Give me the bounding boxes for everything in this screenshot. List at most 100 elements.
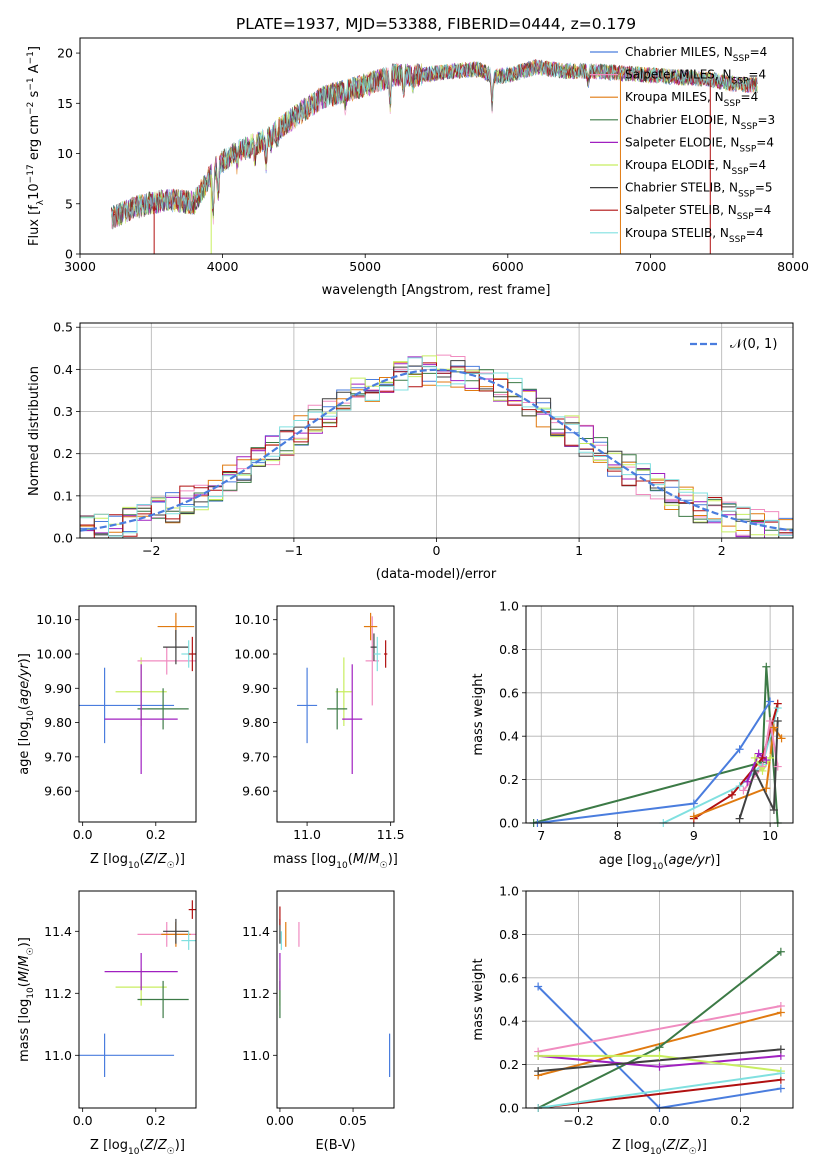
x-tick-label: 0.2	[730, 1113, 750, 1128]
weight-line	[537, 1078, 782, 1108]
y-tick-label: 0.1	[53, 488, 73, 503]
weight-marker	[534, 1051, 543, 1060]
weight-marker	[727, 790, 736, 799]
y-tick-label: 9.80	[242, 715, 270, 730]
label-part: M	[17, 971, 32, 982]
weight-marker	[689, 799, 698, 808]
label-part: =4	[746, 226, 764, 240]
y-tick-label: 9.80	[44, 715, 72, 730]
label-part: )]	[710, 853, 720, 868]
label-part: ☉	[689, 1147, 697, 1157]
y-tick-label: 0	[65, 247, 73, 262]
x-tick-label: 0.0	[650, 1113, 670, 1128]
axes-frame	[276, 605, 395, 823]
label-part: M	[353, 852, 364, 867]
label-part: =4	[748, 158, 766, 172]
weight-marker	[773, 762, 782, 771]
weight-marker	[735, 814, 744, 823]
label-part: Kroupa MILES, N	[625, 90, 724, 104]
weight-marker	[769, 805, 778, 814]
label-part: 10	[336, 861, 348, 871]
y-tick-label: 0.8	[499, 927, 519, 942]
weight-line	[533, 666, 779, 823]
y-tick-label: 10.00	[234, 647, 270, 662]
plot-area	[297, 612, 388, 774]
label-part: Z	[666, 1138, 677, 1153]
histogram-steps	[80, 357, 793, 537]
label-part: =4	[741, 90, 759, 104]
y-tick-label: 0.0	[499, 1101, 519, 1116]
weight-marker	[762, 784, 771, 793]
y-axis-label: mass weight	[471, 673, 486, 755]
label-part: 10	[650, 1147, 662, 1157]
legend-label: Salpeter STELIB, NSSP=4	[625, 203, 771, 222]
x-tick-label: 8000	[777, 259, 809, 274]
y-tick-label: 0.0	[53, 531, 73, 546]
y-tick-label: 10.00	[36, 647, 72, 662]
y-tick-label: 1.0	[499, 599, 519, 614]
weight-marker	[743, 777, 752, 786]
weight-marker	[776, 1084, 785, 1093]
x-tick-label: 2	[718, 543, 726, 558]
y-tick-label: 0.4	[499, 729, 519, 744]
label-part: 10	[27, 183, 42, 200]
label-part: )]	[17, 653, 32, 663]
x-tick-label: 1	[575, 543, 583, 558]
weight-marker	[534, 982, 543, 991]
panel-z_mass: 0.0 0.211.011.211.4Z [log10(Z/Z☉)]mass [l…	[17, 890, 197, 1157]
label-part: =4	[748, 68, 766, 82]
axes-frame	[78, 890, 197, 1109]
y-axis-label: mass [log10(M/M☉)]	[17, 937, 36, 1062]
weight-marker	[735, 745, 744, 754]
label-part: /	[675, 1138, 680, 1153]
weight-marker	[750, 766, 759, 775]
label-part: (	[663, 853, 668, 868]
x-axis-label: Z [log10(Z/Z☉)]	[90, 852, 185, 871]
label-part: −17	[26, 164, 36, 183]
weight-line	[537, 1072, 782, 1108]
y-tick-label: 0.4	[53, 362, 73, 377]
x-tick-label: 3000	[64, 259, 96, 274]
label-part: ☉	[167, 861, 175, 871]
axes-frame	[79, 37, 794, 255]
label-part: Z [log	[90, 1138, 128, 1153]
weight-marker	[739, 786, 748, 795]
panel-mass_age: 11.0 11.5 9.60 9.70 9.80 9.90 10.00 10.10 mass […	[234, 605, 405, 871]
weight-line	[693, 703, 779, 820]
weight-marker	[773, 699, 782, 708]
y-tick-label: 9.90	[242, 681, 270, 696]
label-part: age [log	[17, 722, 32, 775]
weight-marker	[655, 1043, 664, 1052]
y-tick-label: 11.0	[44, 1048, 72, 1063]
label-part: age/yr	[17, 662, 32, 705]
weight-line	[537, 985, 782, 1108]
label-part: (	[348, 852, 353, 867]
label-part: )]	[17, 937, 32, 947]
x-tick-label: 5000	[349, 259, 381, 274]
chart-panels: 3000 4000 5000 6000 7000 800005101520waveleng…	[17, 37, 809, 1157]
label-part: SSP	[724, 99, 741, 109]
label-part: =4	[750, 45, 768, 59]
weight-marker	[769, 723, 778, 732]
label-part: −1	[26, 51, 36, 64]
label-part: /	[153, 1138, 158, 1153]
label-part: 10	[128, 1147, 140, 1157]
label-part: )]	[388, 852, 398, 867]
weight-marker	[655, 1062, 664, 1071]
label-part: /	[17, 966, 32, 971]
label-part: )]	[697, 1138, 707, 1153]
panel-ebv_mass: 0.00 0.05 11.0 11.2 11.4 E(B-V)	[242, 890, 395, 1153]
label-part: Chabrier STELIB, N	[625, 181, 738, 195]
plot-area	[279, 906, 391, 1077]
y-tick-label: 9.70	[242, 749, 270, 764]
label-part: SSP	[729, 235, 746, 245]
weight-marker	[758, 766, 767, 775]
label-part: s	[27, 90, 42, 101]
x-axis-label: age [log10(age/yr)]	[599, 853, 721, 872]
label-part: Kroupa ELODIE, N	[625, 158, 732, 172]
label-part: Salpeter STELIB, N	[625, 203, 737, 217]
x-tick-label: 0.05	[339, 1113, 367, 1128]
